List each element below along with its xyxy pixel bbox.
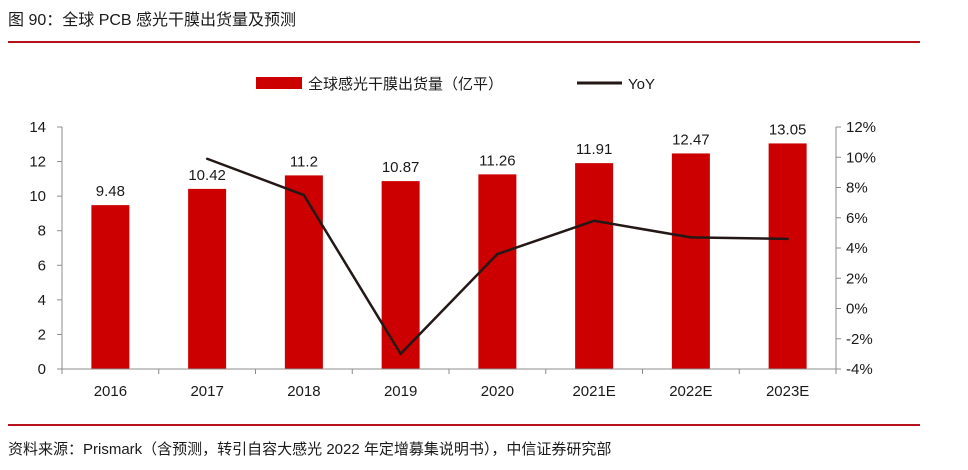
legend-bar-label: 全球感光干膜出货量（亿平） <box>308 75 503 93</box>
yoy-point-2017 <box>205 157 209 160</box>
x-tick-label-2016: 2016 <box>94 383 127 400</box>
top-rule <box>8 41 920 43</box>
y-left-tick-label: 4 <box>38 292 46 309</box>
bar-label-2023E: 13.05 <box>769 121 807 138</box>
yoy-point-2018 <box>302 193 306 197</box>
bar-series <box>91 143 807 369</box>
x-tick-label-2020: 2020 <box>481 383 514 400</box>
y-left-tick-label: 8 <box>38 223 46 240</box>
bar-label-2021E: 11.91 <box>576 141 612 158</box>
bar-label-2020: 11.26 <box>479 152 515 169</box>
yoy-point-2019 <box>399 352 402 356</box>
y-right-tick-label: 4% <box>846 240 868 257</box>
bar-2019 <box>381 181 420 369</box>
x-tick-label-2022E: 2022E <box>669 383 712 400</box>
y-left-tick-label: 12 <box>29 154 46 171</box>
y-right-tick-label: 10% <box>846 149 876 166</box>
bar-label-2019: 10.87 <box>382 159 420 176</box>
y-right-tick-label: 12% <box>846 119 876 136</box>
x-tick-label-2023E: 2023E <box>766 383 809 400</box>
y-right-tick-label: -4% <box>846 361 873 378</box>
chart-legend: 全球感光干膜出货量（亿平） YoY <box>256 75 655 93</box>
yoy-point-2023E <box>786 237 789 241</box>
bar-2016 <box>91 205 130 369</box>
bar-2020 <box>478 174 517 369</box>
bar-label-2016: 9.48 <box>96 183 125 200</box>
y-right-tick-label: 6% <box>846 210 868 227</box>
chart-axes: 0 2 4 6 8 10 12 14 -4% -2% 0% 2% 4% 6% 8% 10% 12% 2016 201… <box>29 119 876 400</box>
figure-caption: 图 90：全球 PCB 感光干膜出货量及预测 <box>8 12 297 29</box>
bar-label-2022E: 12.47 <box>672 131 710 148</box>
yoy-point-2021E <box>592 219 596 222</box>
y-left-tick-label: 10 <box>29 188 46 205</box>
x-tick-label-2021E: 2021E <box>572 383 615 400</box>
y-left-tick-label: 0 <box>38 361 46 378</box>
y-left-tick-label: 6 <box>38 257 46 274</box>
x-tick-label-2019: 2019 <box>384 383 417 400</box>
bottom-rule <box>8 424 920 426</box>
bar-2022E <box>671 153 710 369</box>
x-tick-label-2017: 2017 <box>190 383 223 400</box>
bar-label-2017: 10.42 <box>188 167 226 184</box>
y-right-tick-label: 0% <box>846 301 868 318</box>
yoy-point-2020 <box>496 252 499 256</box>
bar-data-labels: 9.48 10.42 11.2 10.87 11.26 11.91 12.47 13.05 <box>96 121 807 200</box>
bar-label-2018: 11.2 <box>290 153 318 170</box>
y-right-tick-label: -2% <box>846 331 873 348</box>
bar-2017 <box>188 188 227 369</box>
legend-bar-swatch <box>256 77 302 89</box>
yoy-point-2022E <box>689 236 693 239</box>
bar-2023E <box>768 143 807 369</box>
y-left-tick-label: 14 <box>29 119 46 136</box>
bar-2021E <box>575 163 614 369</box>
y-left-tick-label: 2 <box>38 326 46 343</box>
x-tick-label-2018: 2018 <box>287 383 320 400</box>
y-right-tick-label: 2% <box>846 270 868 287</box>
source-note: 资料来源：Prismark（含预测，转引自容大感光 2022 年定增募集说明书）… <box>8 441 612 458</box>
chart-area: 全球感光干膜出货量（亿平） YoY 9.48 10.42 11.2 10.87 11.26… <box>29 75 876 400</box>
y-right-tick-label: 8% <box>846 180 868 197</box>
legend-line-label: YoY <box>628 76 655 93</box>
yoy-line-series <box>205 157 789 356</box>
bar-2018 <box>284 175 323 369</box>
